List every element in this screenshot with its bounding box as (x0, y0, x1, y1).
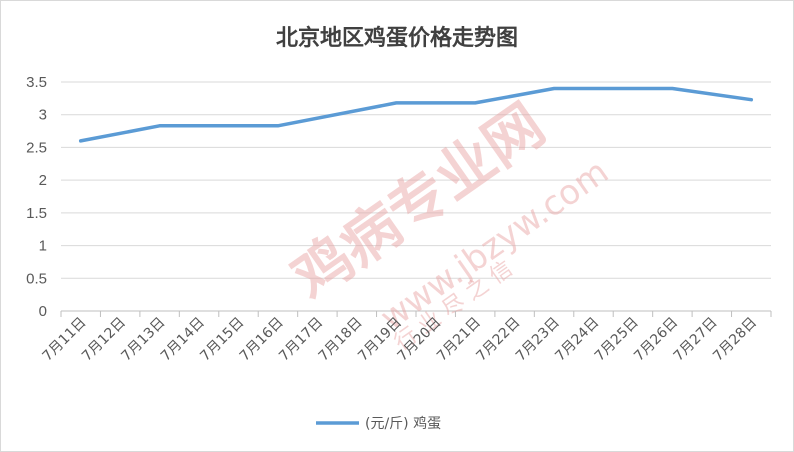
y-tick-label: 0.5 (26, 270, 47, 287)
legend-label: (元/斤) 鸡蛋 (365, 415, 441, 432)
gridlines (61, 81, 771, 312)
y-tick-label: 3.5 (26, 74, 47, 91)
chart-title: 北京地区鸡蛋价格走势图 (276, 25, 518, 51)
y-tick-label: 2 (39, 172, 47, 189)
y-tick-label: 1.5 (26, 205, 47, 222)
y-tick-label: 1 (39, 238, 47, 255)
legend: (元/斤) 鸡蛋 (316, 415, 441, 432)
y-tick-label: 0 (39, 303, 47, 320)
y-tick-label: 3 (39, 107, 47, 124)
watermark: 鸡病专业网 www.jbzyw.com 行 业 尽 之 信 (280, 90, 616, 355)
series-layer (78, 86, 754, 143)
y-tick-label: 2.5 (26, 139, 47, 156)
series-line-egg (78, 86, 754, 143)
y-axis-ticks: 0 0.5 1 1.5 2 2.5 3 3.5 (26, 74, 47, 320)
x-tick-label: 7月28日 (710, 315, 760, 365)
